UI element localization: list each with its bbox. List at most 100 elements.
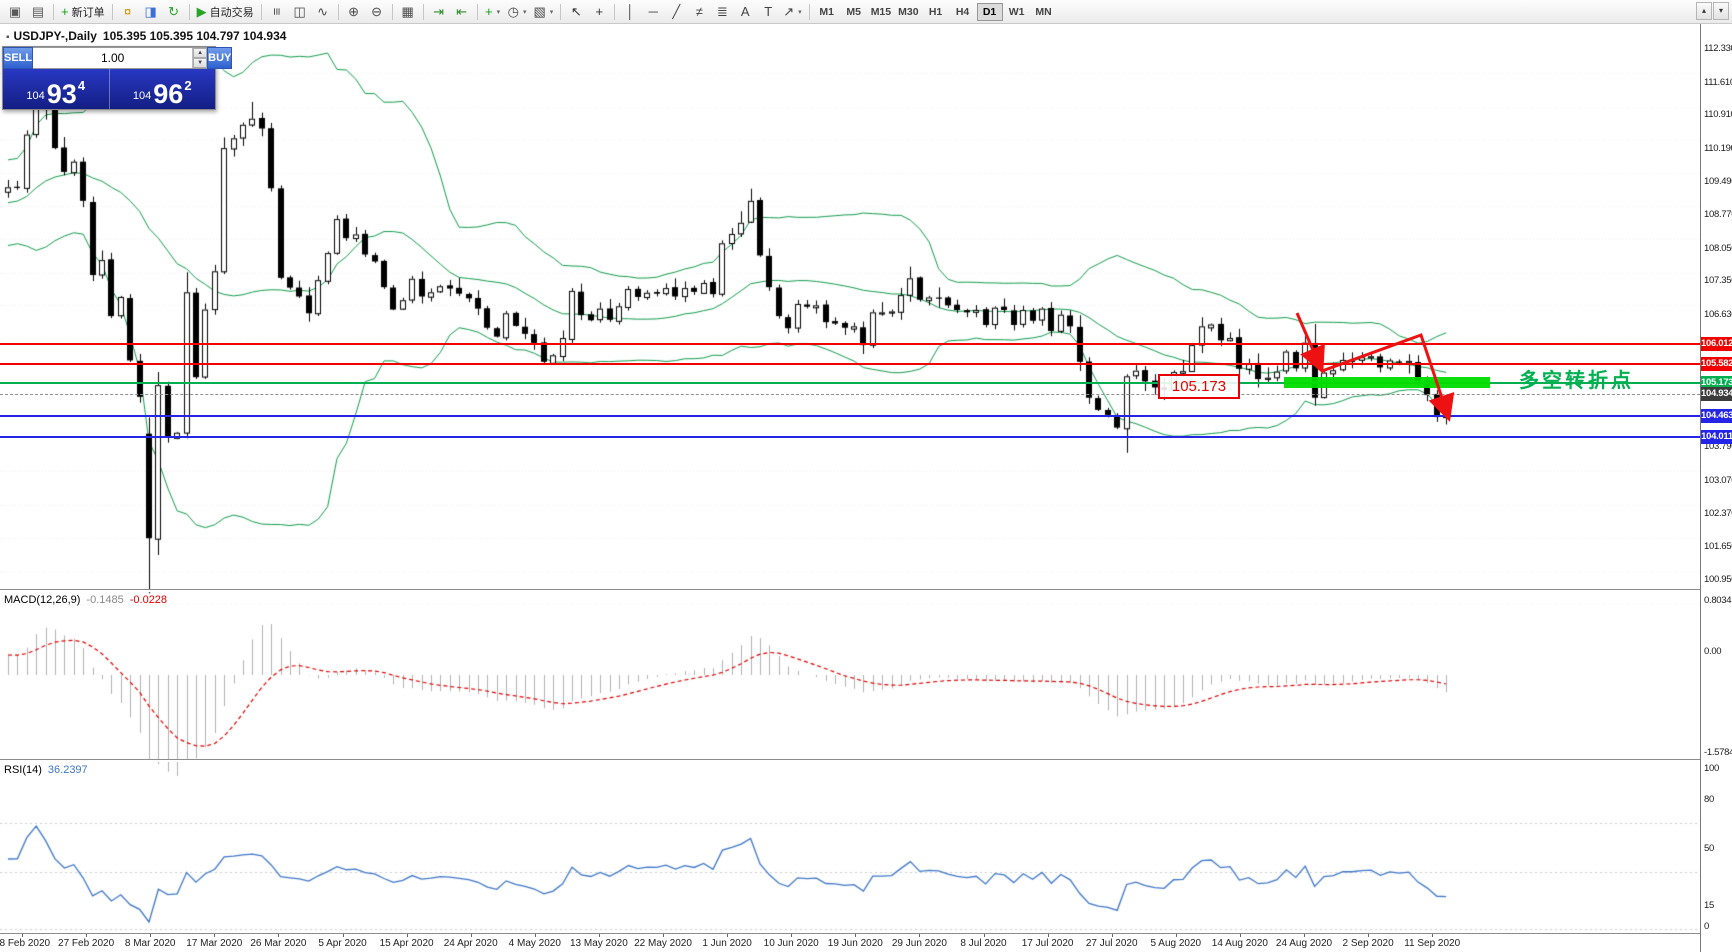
cursor-button[interactable]: ↖ [565, 2, 587, 22]
sell-button[interactable]: SELL [3, 47, 34, 69]
periods-button[interactable]: ◷ ▾ [505, 2, 530, 22]
terminal-window-icon[interactable]: ◨ [140, 2, 162, 22]
price-axis[interactable]: 112.330 111.610 110.910 110.190 109.490 108.7… [1700, 24, 1732, 952]
toolbar-separator [53, 3, 54, 20]
chart-canvas[interactable] [0, 48, 1700, 952]
macd-main-value: -0.1485 [86, 594, 124, 606]
date-tick [1368, 934, 1370, 937]
support-line-blue-1-badge: 104.463 [1701, 409, 1732, 424]
timeframe-w1-button[interactable]: W1 [1004, 3, 1030, 21]
toolbar-separator [188, 3, 190, 20]
chart-area[interactable] [0, 24, 1700, 952]
crosshair-button[interactable]: + [588, 2, 610, 22]
history-center-icon[interactable]: ¤ [117, 2, 139, 22]
toolbar-scroll-down-button[interactable]: ▾ [1713, 2, 1729, 20]
trendline-button[interactable]: ╱ [665, 2, 687, 22]
horizontal-line-button[interactable]: ─ [642, 2, 664, 22]
date-tick [406, 934, 408, 937]
current-price-line-badge: 104.934 [1701, 387, 1732, 402]
date-tick [22, 934, 23, 937]
volume-up-button[interactable]: ▲ [193, 48, 208, 58]
zoom-in-button[interactable]: ⊕ [343, 2, 365, 22]
auto-trading-button[interactable]: ▶ 自动交易 [194, 2, 257, 22]
vertical-line-button[interactable]: │ [619, 2, 641, 22]
date-axis[interactable]: 18 Feb 2020 27 Feb 2020 8 Mar 2020 17 Mar 2… [0, 933, 1700, 952]
text-button[interactable]: A [734, 2, 756, 22]
date-tick [534, 934, 536, 937]
macd-scale-label: 0.00 [1704, 646, 1722, 657]
timeframe-h1-button[interactable]: H1 [923, 3, 949, 21]
timeframe-m5-button[interactable]: M5 [841, 3, 867, 21]
candlestick-mode-button[interactable]: ◫ [289, 2, 311, 22]
buy-button[interactable]: BUY [207, 47, 233, 69]
rsi-value: 36.2397 [47, 764, 88, 776]
date-tick [919, 934, 921, 937]
toolbar-scroll-up-button[interactable]: ▴ [1696, 2, 1712, 20]
chart-profiles-button[interactable]: ▤ [27, 2, 49, 22]
arrows-button[interactable]: ↗ ▾ [780, 2, 804, 22]
date-label: 13 May 2020 [569, 938, 628, 949]
bar-chart-mode-button[interactable]: ≡ [266, 2, 288, 22]
ask-pip: 2 [184, 78, 192, 93]
symbol-name: USDJPY-,Daily [13, 29, 97, 43]
date-tick [663, 934, 664, 937]
date-tick [214, 934, 216, 937]
timeframe-h4-button[interactable]: H4 [950, 3, 976, 21]
date-tick [855, 934, 857, 937]
crosshair-icon: + [595, 4, 604, 19]
templates-button[interactable]: ▧ ▾ [530, 2, 556, 22]
toolbar-separator [111, 3, 113, 20]
rsi-scale-label: 100 [1704, 763, 1719, 774]
support-zone-rectangle[interactable] [1284, 377, 1490, 388]
rsi-scale-label: 80 [1704, 793, 1714, 805]
macd-scale-label: 0.8034 [1704, 595, 1732, 606]
rsi-name: RSI(14) [4, 764, 42, 776]
chart-profiles-icon: ▤ [31, 4, 45, 19]
line-chart-mode-button[interactable]: ∿ [312, 2, 334, 22]
auto-scroll-button[interactable]: ⇥ [428, 2, 450, 22]
volume-input[interactable] [33, 48, 193, 68]
cursor-icon: ↖ [570, 4, 582, 19]
candlestick-mode-icon: ◫ [293, 4, 306, 19]
price-tick-label: 100.950 [1704, 573, 1732, 585]
bid-price[interactable]: 104 93 4 [3, 69, 109, 109]
trendline-icon: ╱ [672, 4, 681, 19]
rsi-panel-separator[interactable] [0, 759, 1732, 762]
date-label: 29 Jun 2020 [891, 938, 947, 949]
new-order-button[interactable]: + 新订单 [58, 2, 108, 22]
toolbar-separator [614, 3, 616, 20]
text-icon: A [740, 4, 750, 19]
timeframe-mn-button[interactable]: MN [1031, 3, 1057, 21]
date-label: 15 Apr 2020 [379, 938, 434, 949]
timeframe-d1-button[interactable]: D1 [976, 2, 1003, 21]
new-chart-button[interactable]: ▣ [4, 2, 26, 22]
fibonacci-button[interactable]: ≣ [711, 2, 733, 22]
text-label-button[interactable]: T [757, 2, 779, 22]
equidistant-channel-button[interactable]: ≠ [688, 2, 710, 22]
date-tick [791, 934, 793, 937]
date-tick [983, 934, 985, 937]
vertical-line-icon: │ [626, 4, 635, 19]
indicators-button[interactable]: + ▾ [482, 2, 504, 22]
tile-windows-button[interactable]: ▦ [397, 2, 419, 22]
date-tick [150, 934, 152, 937]
support-line-green-badge: 105.173 [1701, 375, 1732, 390]
timeframe-m1-button[interactable]: M1 [814, 3, 840, 21]
timeframe-m30-button[interactable]: M30 [895, 3, 921, 21]
toolbar-separator [391, 3, 393, 20]
date-label: 27 Feb 2020 [58, 938, 115, 949]
volume-down-button[interactable]: ▼ [193, 58, 208, 68]
date-label: 8 Mar 2020 [124, 938, 176, 949]
resistance-line-2-badge: 105.582 [1701, 356, 1732, 371]
timeframe-m15-button[interactable]: M15 [868, 3, 894, 21]
date-tick [1432, 934, 1434, 937]
turning-point-note[interactable]: 多空转折点 [1519, 370, 1634, 392]
macd-name: MACD(12,26,9) [4, 594, 81, 606]
ask-price[interactable]: 104 96 2 [108, 69, 216, 109]
chart-shift-button[interactable]: ⇤ [451, 2, 473, 22]
price-level-callout[interactable]: 105.173 [1158, 374, 1240, 399]
refresh-icon[interactable]: ↻ [163, 2, 185, 22]
macd-panel-separator[interactable] [0, 589, 1732, 592]
zoom-out-button[interactable]: ⊖ [366, 2, 388, 22]
